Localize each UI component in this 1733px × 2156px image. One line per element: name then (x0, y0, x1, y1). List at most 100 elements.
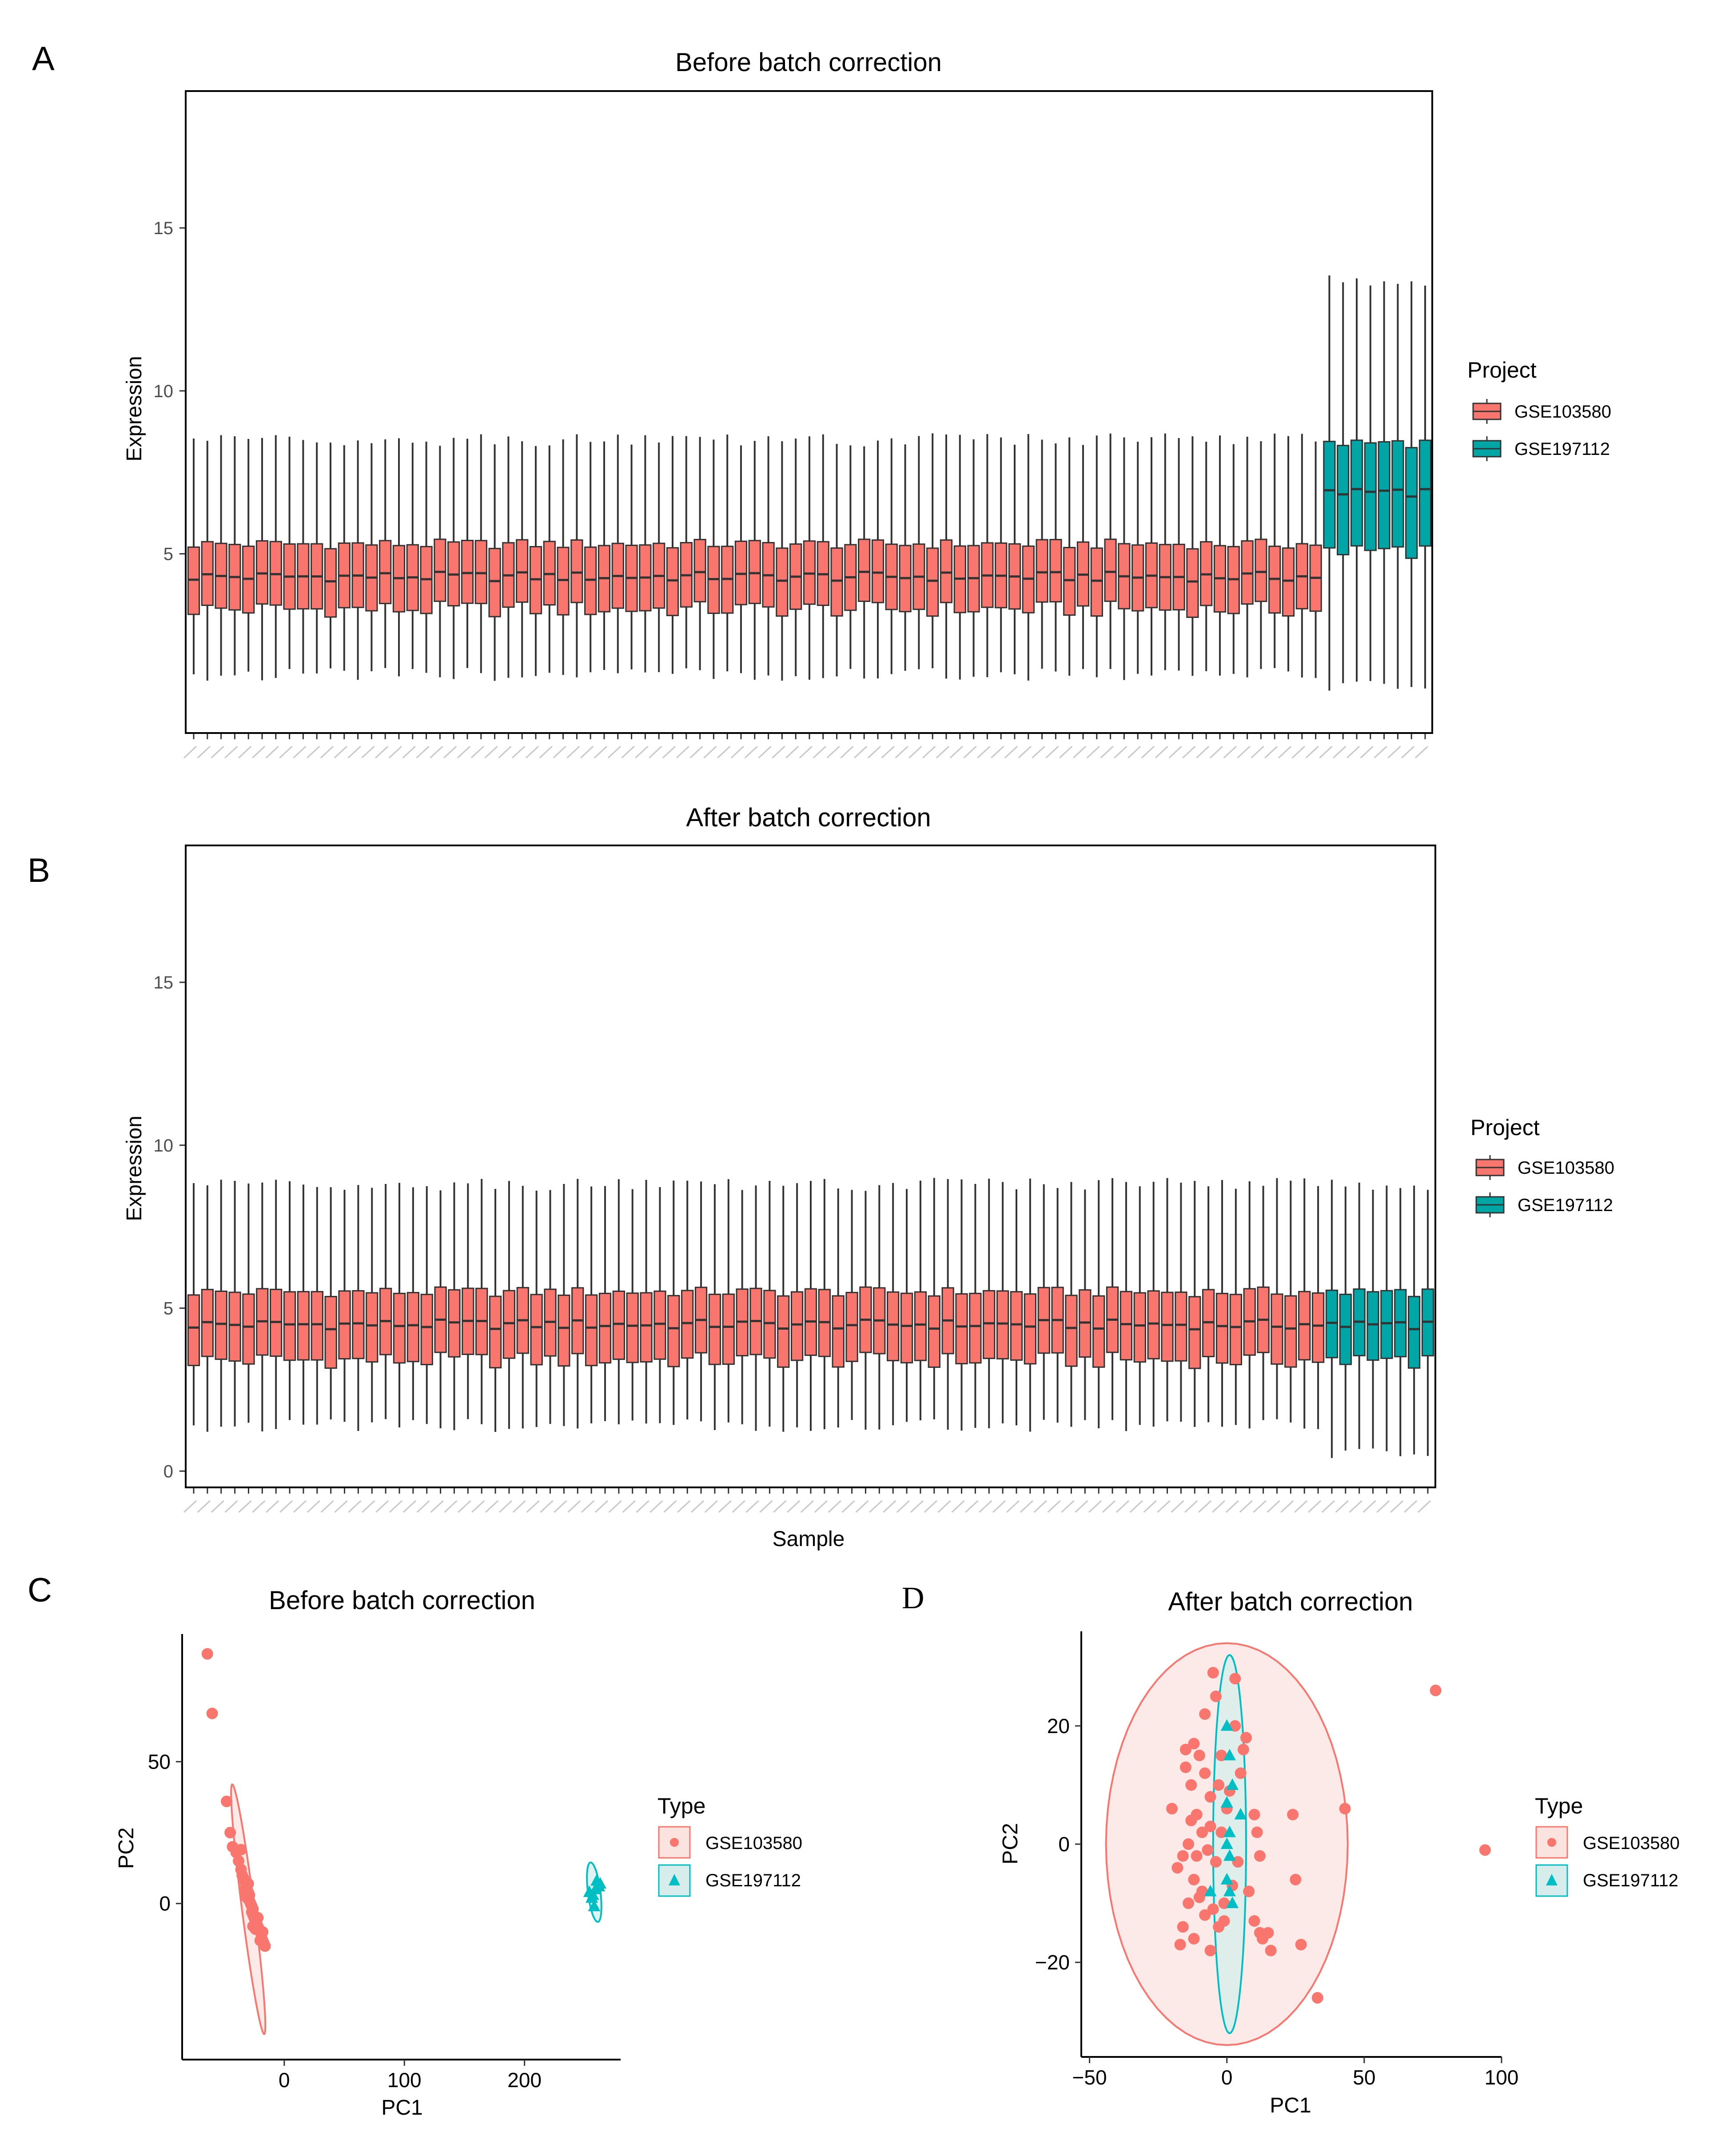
panel-d-point-gse103580-31 (1196, 1826, 1208, 1838)
panel-a-xtick-label-0 (183, 745, 197, 759)
panel-b-plot-border (185, 845, 1436, 1488)
panel-b-box-7 (283, 1181, 296, 1420)
panel-b-box-body-70 (1147, 1290, 1160, 1359)
panel-b-xtick-label-24 (512, 1500, 526, 1513)
panel-b-xlabel: Sample (773, 1527, 845, 1551)
panel-b-box-body-8 (297, 1291, 310, 1361)
panel-d-point-gse197112-8 (1223, 1885, 1236, 1897)
panel-a-box-60 (1008, 445, 1021, 674)
panel-a-xtick-label-16 (402, 745, 416, 759)
panel-b-box-85 (1353, 1182, 1366, 1449)
panel-d-point-gse103580-12 (1254, 1850, 1266, 1862)
panel-a-xtick-label-58 (977, 745, 991, 759)
panel-b-box-body-4 (242, 1293, 255, 1365)
panel-a-xtick-label-46 (813, 745, 826, 759)
panel-b-box-body-87 (1380, 1290, 1393, 1359)
panel-a-xtick-label-22 (484, 745, 498, 759)
panel-b-ytick-label-0: 0 (163, 1462, 173, 1481)
panel-b-box-80 (1284, 1180, 1297, 1423)
panel-b-box-body-3 (228, 1291, 241, 1362)
panel-a-xtick-label-63 (1045, 745, 1059, 759)
panel-a-boxes (187, 275, 1432, 691)
panel-a-xtick-label-68 (1114, 745, 1127, 759)
panel-b-box-60 (1010, 1189, 1023, 1426)
panel-b-legend: Project GSE103580 GSE197112 (1470, 1115, 1614, 1217)
panel-b-box-body-75 (1215, 1293, 1229, 1364)
panel-b-box-50 (873, 1185, 886, 1430)
panel-a-box-45 (803, 436, 816, 680)
panel-a-box-29 (584, 442, 597, 673)
panel-a-xtick-label-39 (717, 745, 731, 759)
panel-b-xtick-label-29 (581, 1500, 595, 1513)
panel-a-box-body-21 (474, 540, 487, 604)
panel-b-xtick-label-28 (567, 1500, 581, 1513)
panel-b-box-46 (818, 1179, 831, 1429)
panel-b-box-66 (1092, 1180, 1105, 1429)
panel-d-point-gse103580-24 (1204, 1791, 1216, 1803)
panel-b-title: After batch correction (686, 803, 931, 832)
panel-d-point-gse197112-3 (1220, 1796, 1233, 1808)
panel-b-box-body-42 (763, 1290, 776, 1359)
panel-b-box-body-15 (393, 1292, 406, 1364)
panel-a-box-16 (406, 442, 419, 669)
panel-b-xtick-label-72 (1171, 1500, 1184, 1513)
panel-b-box-30 (598, 1186, 612, 1421)
panel-b-xtick-label-48 (841, 1500, 855, 1513)
panel-a-box-71 (1159, 433, 1171, 670)
panel-a-box-body-67 (1104, 538, 1117, 602)
panel-a-box-5 (255, 438, 269, 681)
panel-a-box-22 (488, 444, 501, 681)
panel-a-box-body-63 (1049, 539, 1062, 603)
panel-d-ytick-label-2: 20 (1047, 1714, 1070, 1738)
panel-a-box-23 (502, 436, 515, 678)
panel-b-xtick-label-18 (430, 1500, 444, 1513)
panel-b-box-39 (722, 1179, 735, 1423)
panel-a-xtick-label-78 (1251, 745, 1264, 759)
panel-a-box-80 (1282, 436, 1295, 672)
panel-b-xtick-label-17 (416, 1500, 430, 1513)
panel-d-point-gse103580-7 (1265, 1945, 1277, 1957)
panel-a-xtick-label-27 (553, 745, 566, 759)
panel-b-xtick-label-71 (1157, 1500, 1171, 1513)
panel-b-xtick-label-42 (759, 1500, 773, 1513)
panel-c-xtick-label-0: 0 (279, 2068, 290, 2092)
panel-b-xtick-label-51 (883, 1500, 896, 1513)
panel-b-box-88 (1394, 1188, 1407, 1456)
panel-a-xtick-label-25 (525, 745, 539, 759)
panel-b-xtick-label-13 (362, 1500, 375, 1513)
panel-c-ytick-label-1: 50 (148, 1750, 171, 1773)
panel-b-box-body-38 (708, 1293, 721, 1365)
panel-b-box-24 (516, 1186, 529, 1429)
panel-d-point-gse103580-3 (1311, 1992, 1323, 2004)
panel-a-xtick-label-11 (334, 745, 347, 759)
panel-a-legend: Project GSE103580 GSE197112 (1467, 358, 1611, 461)
panel-b-xtick-label-41 (745, 1500, 759, 1513)
panel-a-box-body-24 (516, 539, 529, 603)
panel-a-xtick-label-51 (881, 745, 895, 759)
panel-b-xtick-label-25 (526, 1500, 540, 1513)
panel-d-point-gse103580-0 (1430, 1685, 1442, 1697)
panel-b-box-11 (338, 1190, 351, 1422)
panel-d-point-gse103580-19 (1229, 1673, 1241, 1685)
panel-b-box-body-30 (598, 1292, 612, 1364)
panel-a-box-17 (420, 442, 433, 673)
panel-a-xtick-label-80 (1278, 745, 1292, 759)
panel-b-box-31 (612, 1179, 625, 1425)
panel-a-xtick-label-61 (1018, 745, 1032, 759)
panel-a-xtick-label-28 (566, 745, 580, 759)
panel-d-point-gse197112-1 (1223, 1749, 1236, 1761)
panel-a-box-18 (434, 446, 446, 677)
panel-b-xtick-label-20 (458, 1500, 471, 1513)
panel-d-point-gse103580-25 (1199, 1767, 1211, 1779)
panel-a-box-83 (1323, 275, 1336, 691)
panel-b-xtick-label-40 (732, 1500, 745, 1513)
panel-a-xtick-label-41 (744, 745, 758, 759)
panel-b-box-6 (270, 1180, 283, 1429)
panel-a-box-body-73 (1186, 548, 1199, 618)
panel-a-xtick-label-32 (621, 745, 635, 759)
panel-b-box-68 (1119, 1182, 1133, 1431)
panel-b-box-body-16 (406, 1292, 420, 1363)
panel-b-box-82 (1311, 1186, 1325, 1429)
panel-b-box-48 (845, 1190, 858, 1420)
panel-a-box-body-20 (461, 540, 474, 604)
